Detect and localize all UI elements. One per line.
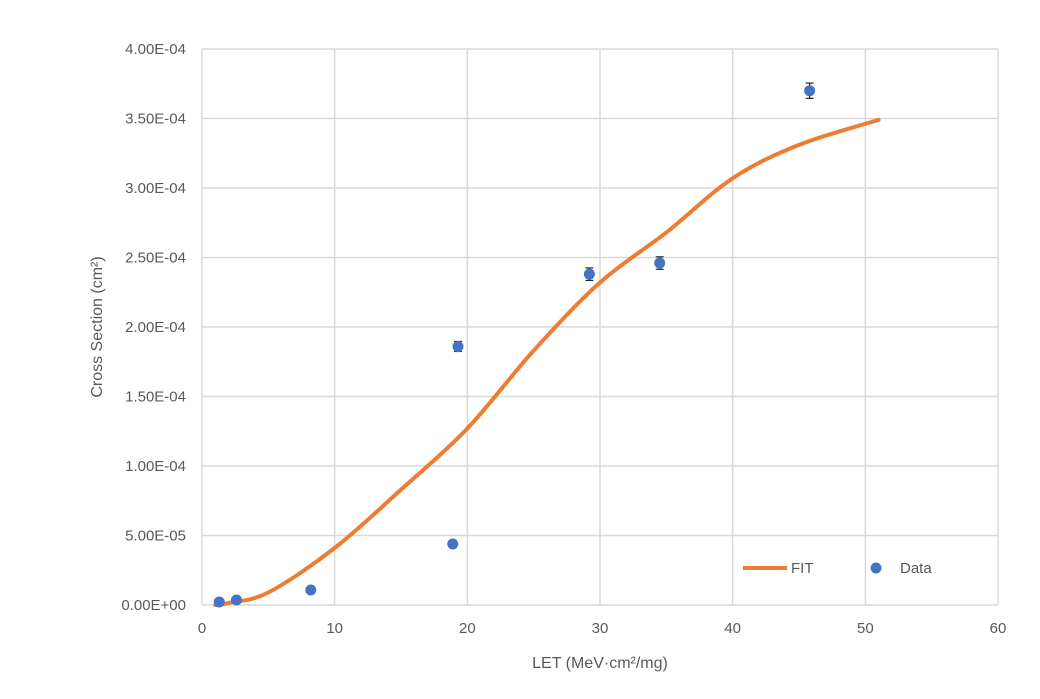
data-point [654,257,666,269]
y-tick-label: 0.00E+00 [121,597,186,614]
y-axis-label: Cross Section (cm²) [89,256,106,397]
x-tick-label: 0 [198,620,206,637]
fit-line [213,117,881,607]
y-tick-label: 3.00E-04 [125,180,186,197]
x-tick-label: 40 [724,620,741,637]
x-tick-label: 20 [459,620,476,637]
y-tick-label: 5.00E-05 [125,528,186,545]
x-tick-label: 10 [326,620,343,637]
data-point [230,594,242,606]
y-tick-label: 1.50E-04 [125,389,186,406]
data-point [447,538,459,550]
y-tick-label: 3.50E-04 [125,111,186,128]
data-point [305,584,317,596]
y-tick-label: 4.00E-04 [125,41,186,58]
data-point [583,268,595,280]
series [213,82,881,608]
x-tick-label: 50 [857,620,874,637]
x-tick-labels: 0 10 20 30 40 50 60 [198,620,1007,637]
legend-data-marker [870,562,882,574]
data-point [804,85,816,97]
legend-fit-label: FIT [791,560,814,577]
x-tick-label: 60 [990,620,1007,637]
gridlines [201,48,999,606]
y-tick-label: 2.50E-04 [125,250,186,267]
data-point [213,596,225,608]
data-point [452,340,464,352]
y-tick-label: 1.00E-04 [125,458,186,475]
x-axis-label: LET (MeV·cm²/mg) [532,655,668,672]
legend: FIT Data [743,560,932,577]
legend-data-label: Data [900,560,932,577]
y-tick-labels: 0.00E+00 5.00E-05 1.00E-04 1.50E-04 2.00E-04… [121,41,186,614]
x-tick-label: 30 [592,620,609,637]
y-tick-label: 2.00E-04 [125,319,186,336]
